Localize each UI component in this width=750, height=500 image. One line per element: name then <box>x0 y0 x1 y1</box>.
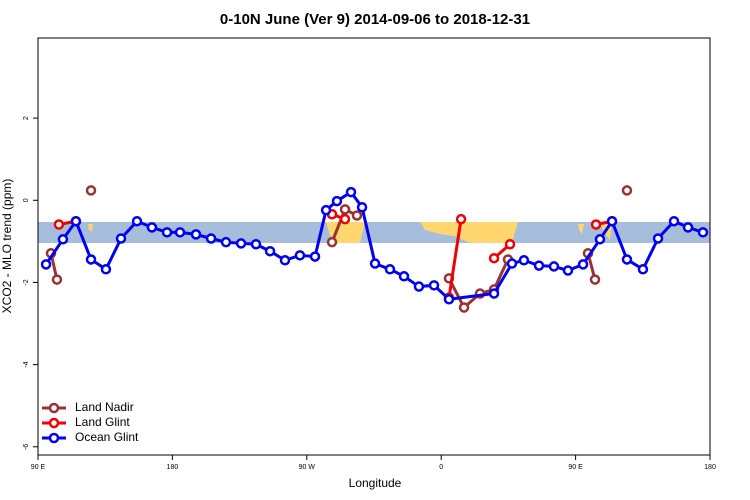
point <box>562 265 574 276</box>
point <box>594 234 606 245</box>
point <box>577 259 589 270</box>
point <box>589 274 601 285</box>
point <box>53 219 65 230</box>
point <box>115 233 127 244</box>
point <box>356 202 368 213</box>
point <box>668 215 680 227</box>
point <box>621 185 633 196</box>
point <box>320 204 332 216</box>
point <box>398 271 410 282</box>
point <box>85 254 97 265</box>
point <box>279 255 291 266</box>
point <box>506 258 518 269</box>
point <box>339 204 351 215</box>
x-tick-label: 90 E <box>568 464 583 471</box>
legend-marker <box>48 432 60 444</box>
point <box>131 215 143 227</box>
point <box>428 280 440 291</box>
legend-label: Land Nadir <box>75 400 134 414</box>
y-tick-label: -4 <box>23 361 30 367</box>
plot-frame <box>37 37 711 456</box>
point <box>590 219 602 230</box>
point <box>220 236 232 248</box>
point <box>70 215 82 227</box>
x-tick-label: 90 W <box>299 464 316 471</box>
point <box>57 234 69 245</box>
point <box>294 250 306 261</box>
point <box>174 227 186 238</box>
point <box>488 288 500 299</box>
x-axis-label: Longitude <box>349 476 402 490</box>
point <box>652 233 664 244</box>
legend-marker <box>48 402 60 414</box>
point <box>455 213 467 225</box>
point <box>351 210 363 221</box>
point <box>369 258 381 269</box>
x-tick-label: 90 E <box>31 464 46 471</box>
point <box>40 259 52 270</box>
point <box>250 238 262 250</box>
y-tick-label: 0 <box>23 198 30 202</box>
point <box>205 233 217 244</box>
y-axis-label: XCO2 - MLO trend (ppm) <box>0 179 14 314</box>
point <box>331 195 343 207</box>
point <box>504 238 516 250</box>
point <box>533 260 545 271</box>
point <box>85 185 97 196</box>
land-band <box>88 222 612 243</box>
y-tick-label: 2 <box>23 116 30 120</box>
x-tick-label: 180 <box>704 464 716 471</box>
series-line <box>51 190 627 307</box>
y-tick-label: -2 <box>23 279 30 285</box>
series-line <box>44 190 704 301</box>
legend-label: Land Glint <box>75 415 130 429</box>
x-tick-label: 180 <box>167 464 179 471</box>
point <box>518 255 530 266</box>
point <box>190 229 202 240</box>
x-tick-label: 0 <box>439 464 443 471</box>
point <box>326 236 338 248</box>
point <box>146 222 158 233</box>
point <box>488 252 500 264</box>
legend-label: Ocean Glint <box>75 430 139 444</box>
point <box>413 281 425 292</box>
point <box>264 245 276 257</box>
point <box>100 264 112 275</box>
point <box>621 254 633 265</box>
point <box>339 213 351 225</box>
point <box>458 302 470 313</box>
point <box>682 222 694 233</box>
point <box>161 227 173 238</box>
point <box>637 264 649 275</box>
point <box>51 274 63 285</box>
series-line <box>58 212 613 298</box>
point <box>309 251 321 262</box>
point <box>606 215 618 227</box>
point <box>345 186 357 198</box>
legend-marker <box>48 417 60 429</box>
chart-title: 0-10N June (Ver 9) 2014-09-06 to 2018-12… <box>220 11 530 28</box>
point <box>548 261 560 272</box>
point <box>235 238 247 249</box>
point <box>443 294 455 305</box>
point <box>384 264 396 275</box>
y-tick-label: -6 <box>23 444 30 450</box>
point <box>697 227 709 238</box>
